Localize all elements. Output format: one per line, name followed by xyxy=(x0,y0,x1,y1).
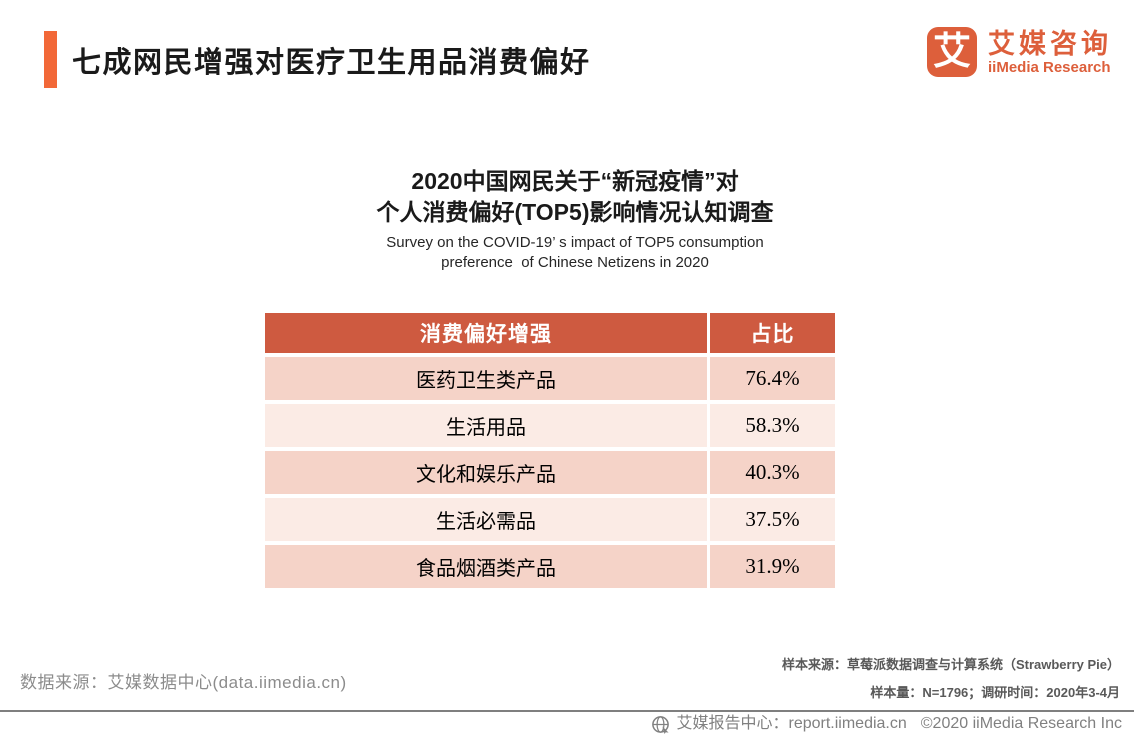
data-source-note: 数据来源：艾媒数据中心(data.iimedia.cn) xyxy=(20,673,347,692)
brand-name-cn: 艾媒咨询 xyxy=(988,28,1112,59)
table-cell-category: 生活用品 xyxy=(265,404,707,447)
footer-report-center: 艾媒报告中心：report.iimedia.cn xyxy=(676,715,907,732)
chart-heading: 2020中国网民关于“新冠疫情”对 个人消费偏好(TOP5)影响情况认知调查 S… xyxy=(285,166,865,273)
chart-subtitle-line2: preference of Chinese Netizens in 2020 xyxy=(441,254,709,271)
table-cell-value: 58.3% xyxy=(707,404,835,447)
chart-title-line1: 2020中国网民关于“新冠疫情”对 xyxy=(411,168,739,194)
table-row: 文化和娱乐产品 40.3% xyxy=(265,451,835,494)
table-cell-category: 医药卫生类产品 xyxy=(265,357,707,400)
sample-info-note: 样本来源：草莓派数据调查与计算系统（Strawberry Pie） 样本量：N=… xyxy=(782,651,1120,707)
table-row: 食品烟酒类产品 31.9% xyxy=(265,545,835,588)
table-cell-value: 76.4% xyxy=(707,357,835,400)
table-cell-value: 40.3% xyxy=(707,451,835,494)
footer-copyright: ©2020 iiMedia Research Inc xyxy=(920,715,1122,732)
table-cell-category: 食品烟酒类产品 xyxy=(265,545,707,588)
globe-icon xyxy=(651,715,670,734)
title-accent-bar xyxy=(44,31,57,88)
chart-title-line2: 个人消费偏好(TOP5)影响情况认知调查 xyxy=(376,199,774,225)
brand-logo-icon: 艾 xyxy=(927,27,977,77)
chart-subtitle-line1: Survey on the COVID-19’ s impact of TOP5… xyxy=(386,234,764,251)
table-cell-category: 文化和娱乐产品 xyxy=(265,451,707,494)
footer-divider xyxy=(0,710,1134,712)
sample-size-line: 样本量：N=1796；调研时间：2020年3-4月 xyxy=(870,685,1120,700)
table-header-category: 消费偏好增强 xyxy=(265,313,707,353)
page-title: 七成网民增强对医疗卫生用品消费偏好 xyxy=(72,46,591,79)
table-cell-value: 37.5% xyxy=(707,498,835,541)
brand-logo: 艾 艾媒咨询 iiMedia Research xyxy=(927,27,1112,77)
footer: 艾媒报告中心：report.iimedia.cn ©2020 iiMedia R… xyxy=(651,714,1122,734)
table-header-row: 消费偏好增强 占比 xyxy=(265,313,835,353)
table-row: 医药卫生类产品 76.4% xyxy=(265,357,835,400)
table-cell-category: 生活必需品 xyxy=(265,498,707,541)
page-header: 七成网民增强对医疗卫生用品消费偏好 xyxy=(44,31,591,88)
table-row: 生活用品 58.3% xyxy=(265,404,835,447)
brand-logo-text: 艾媒咨询 iiMedia Research xyxy=(988,29,1112,76)
sample-source-line: 样本来源：草莓派数据调查与计算系统（Strawberry Pie） xyxy=(781,657,1120,672)
brand-name-en: iiMedia Research xyxy=(988,58,1111,76)
table-row: 生活必需品 37.5% xyxy=(265,498,835,541)
table-header-value: 占比 xyxy=(707,313,835,353)
survey-data-table: 消费偏好增强 占比 医药卫生类产品 76.4% 生活用品 58.3% 文化和娱乐… xyxy=(265,309,835,592)
table-cell-value: 31.9% xyxy=(707,545,835,588)
